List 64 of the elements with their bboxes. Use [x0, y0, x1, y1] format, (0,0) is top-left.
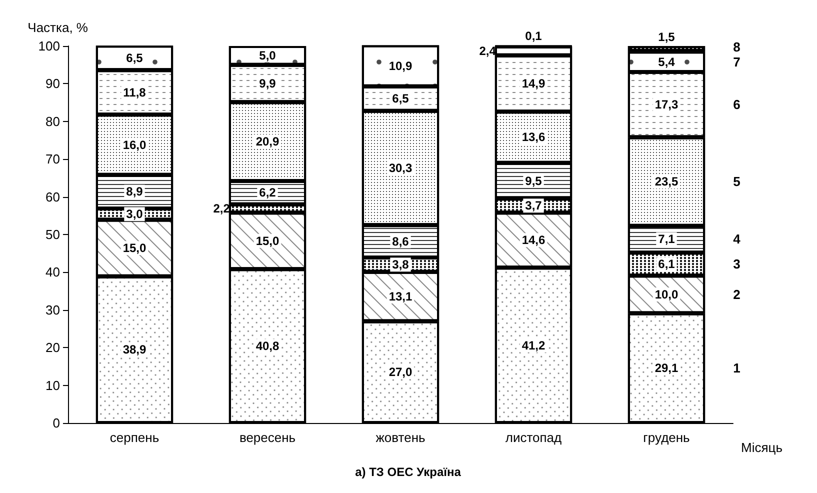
data-label: 6,2 [259, 186, 276, 200]
y-tick-label: 100 [38, 38, 60, 54]
text: 3 [733, 256, 740, 272]
x-tick-label: вересень [239, 430, 296, 445]
data-label: 15,0 [122, 241, 146, 256]
data-label: 3,7 [525, 198, 542, 213]
data-label: 0,1 [525, 29, 542, 44]
text: 2 [733, 286, 740, 302]
data-label: 30,3 [388, 160, 412, 175]
data-label: 13,6 [522, 130, 546, 144]
data-label: 7,1 [658, 232, 676, 246]
y-tick-label: 90 [46, 76, 60, 92]
data-label: 13,1 [388, 290, 412, 304]
data-label: 23,5 [654, 174, 678, 189]
data-label: 10,9 [388, 58, 412, 73]
y-tick-label: 10 [46, 378, 60, 393]
data-label: 20,9 [256, 134, 280, 149]
y-tick-label: 70 [46, 152, 60, 167]
x-tick-label: серпень [110, 430, 160, 445]
data-label: 40,8 [256, 339, 280, 354]
x-tick-label: жовтень [376, 430, 426, 445]
data-label: 6,1 [658, 257, 676, 272]
data-label: 10,0 [654, 287, 678, 302]
x-axis-title: Місяць [741, 440, 783, 455]
data-label: 6,5 [126, 50, 144, 65]
data-label: 3,8 [392, 258, 410, 272]
data-label: 15,0 [256, 234, 280, 248]
x-tick-label: листопад [505, 430, 562, 445]
data-label: 29,1 [654, 361, 678, 376]
y-tick-label: 80 [46, 114, 60, 129]
data-label: 16,0 [122, 138, 146, 152]
data-label: 11,8 [123, 85, 146, 100]
data-label: 1,5 [658, 30, 676, 44]
text: 1 [733, 360, 740, 376]
text: 8 [733, 39, 740, 54]
text: 7 [733, 54, 740, 70]
y-tick-label: 30 [46, 302, 60, 318]
y-axis-title: Частка, % [28, 20, 88, 35]
y-tick-label: 50 [46, 227, 60, 242]
text: 6 [733, 97, 740, 112]
data-label: 6,5 [392, 92, 410, 106]
data-label: 8,6 [392, 234, 410, 248]
x-tick-label: грудень [643, 430, 690, 445]
data-label: 41,2 [522, 338, 546, 352]
data-label: 27,0 [388, 365, 412, 380]
text: 5 [733, 174, 740, 190]
data-label: 2,2 [213, 201, 230, 216]
text: а) ТЗ ОЕС Україна [355, 465, 462, 479]
y-tick-label: 60 [46, 189, 60, 204]
data-label: 9,9 [259, 76, 276, 91]
data-label: 38,9 [122, 342, 146, 357]
data-label: 5,4 [658, 54, 676, 69]
y-tick-label: 20 [46, 340, 60, 356]
data-label: 9,5 [525, 174, 542, 188]
y-tick-label: 40 [46, 264, 60, 280]
data-label: 14,6 [522, 233, 546, 248]
data-label: 5,0 [259, 48, 276, 62]
data-label: 2,4 [479, 44, 496, 58]
data-label: 14,9 [522, 76, 546, 91]
data-label: 17,3 [654, 98, 678, 112]
data-label: 3,0 [126, 207, 144, 222]
y-tick-label: 0 [52, 416, 60, 430]
data-label: 8,9 [126, 184, 144, 199]
text: 4 [733, 232, 742, 247]
